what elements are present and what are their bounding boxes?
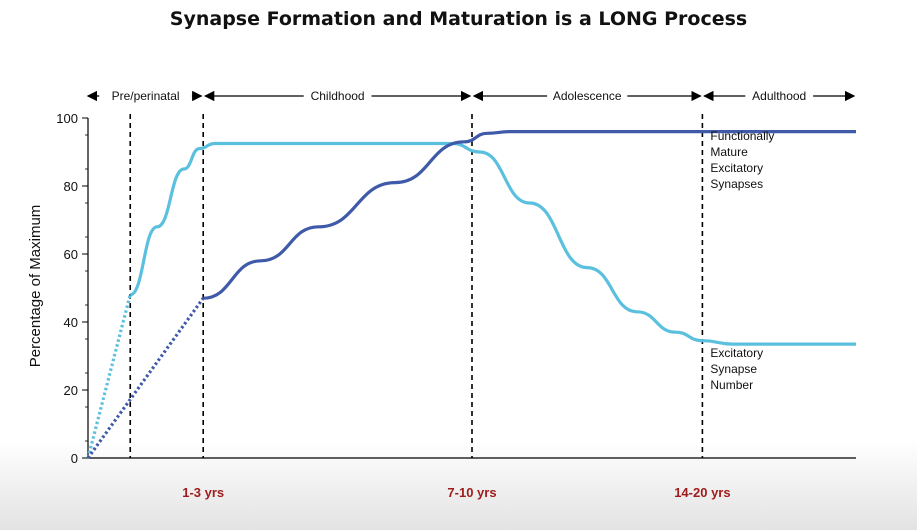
y-tick-label: 0	[71, 451, 78, 466]
y-tick-label: 40	[64, 315, 78, 330]
period-label: Adulthood	[752, 89, 806, 103]
series-labels: Functionally Mature Excitatory Synapses Exci…	[710, 129, 774, 392]
age-marker-label: 7-10 yrs	[447, 485, 496, 500]
series-label-line: Synapse	[710, 362, 757, 376]
series-dotted-line	[86, 294, 132, 459]
period-label: Childhood	[311, 89, 365, 103]
series-dotted-line	[86, 297, 205, 459]
series-solid-line	[203, 129, 856, 300]
y-axis-label: Percentage of Maximum	[27, 205, 44, 368]
period-label: Pre/perinatal	[112, 89, 180, 103]
series-label-line: Excitatory	[710, 346, 763, 360]
age-markers: 1-3 yrs 7-10 yrs 14-20 yrs	[129, 114, 731, 500]
series-label-line: Excitatory	[710, 161, 763, 175]
age-marker-label: 1-3 yrs	[182, 485, 224, 500]
period-label: Adolescence	[553, 89, 622, 103]
age-marker-label: 14-20 yrs	[674, 485, 730, 500]
series-label-line: Functionally	[710, 129, 774, 143]
series-label-line: Number	[710, 378, 753, 392]
y-tick-label: 20	[64, 383, 78, 398]
series-label-line: Synapses	[710, 177, 763, 191]
series-lines	[86, 129, 856, 459]
period-bar: Pre/perinatal Childhood Adolescence Adultho…	[86, 89, 856, 103]
y-tick-label: 80	[64, 179, 78, 194]
series-label-line: Mature	[710, 145, 748, 159]
series-solid-line	[129, 141, 856, 346]
y-tick-label: 100	[56, 111, 78, 126]
slide-title: Synapse Formation and Maturation is a LO…	[169, 8, 748, 30]
y-tick-label: 60	[64, 247, 78, 262]
